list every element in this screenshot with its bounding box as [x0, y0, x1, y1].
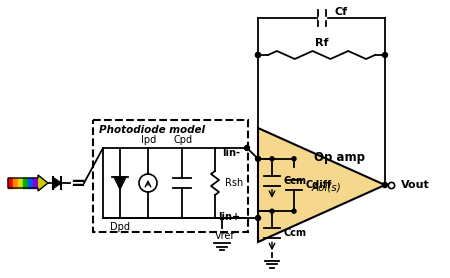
Circle shape: [292, 157, 296, 161]
Text: Rf: Rf: [315, 38, 328, 48]
Text: Ccm: Ccm: [283, 228, 306, 238]
Text: Photodiode model: Photodiode model: [99, 125, 205, 135]
Text: Cdiff: Cdiff: [305, 180, 331, 190]
Text: Vout: Vout: [401, 180, 430, 190]
Circle shape: [256, 53, 261, 58]
Circle shape: [270, 209, 274, 213]
Text: Ccm: Ccm: [283, 176, 306, 186]
Circle shape: [256, 215, 261, 220]
Polygon shape: [53, 177, 61, 188]
Text: Dpd: Dpd: [110, 222, 130, 232]
Text: Cpd: Cpd: [173, 135, 193, 145]
Circle shape: [382, 182, 387, 187]
Text: Ipd: Ipd: [141, 135, 157, 145]
Circle shape: [256, 156, 261, 161]
Polygon shape: [258, 128, 385, 242]
Text: Iin+: Iin+: [218, 212, 240, 222]
Text: Aol(s): Aol(s): [311, 183, 341, 193]
Polygon shape: [114, 177, 126, 189]
Text: Cf: Cf: [335, 7, 348, 17]
Circle shape: [292, 209, 296, 213]
Text: Vref: Vref: [215, 231, 235, 241]
Circle shape: [244, 145, 249, 150]
Text: Iin-: Iin-: [222, 148, 240, 158]
Circle shape: [382, 53, 387, 58]
Circle shape: [270, 157, 274, 161]
Polygon shape: [38, 175, 48, 191]
Text: Op amp: Op amp: [315, 152, 365, 165]
Text: =: =: [71, 175, 86, 193]
Bar: [93, 120, 248, 232]
Text: Rsh: Rsh: [225, 178, 243, 188]
Circle shape: [256, 53, 261, 58]
